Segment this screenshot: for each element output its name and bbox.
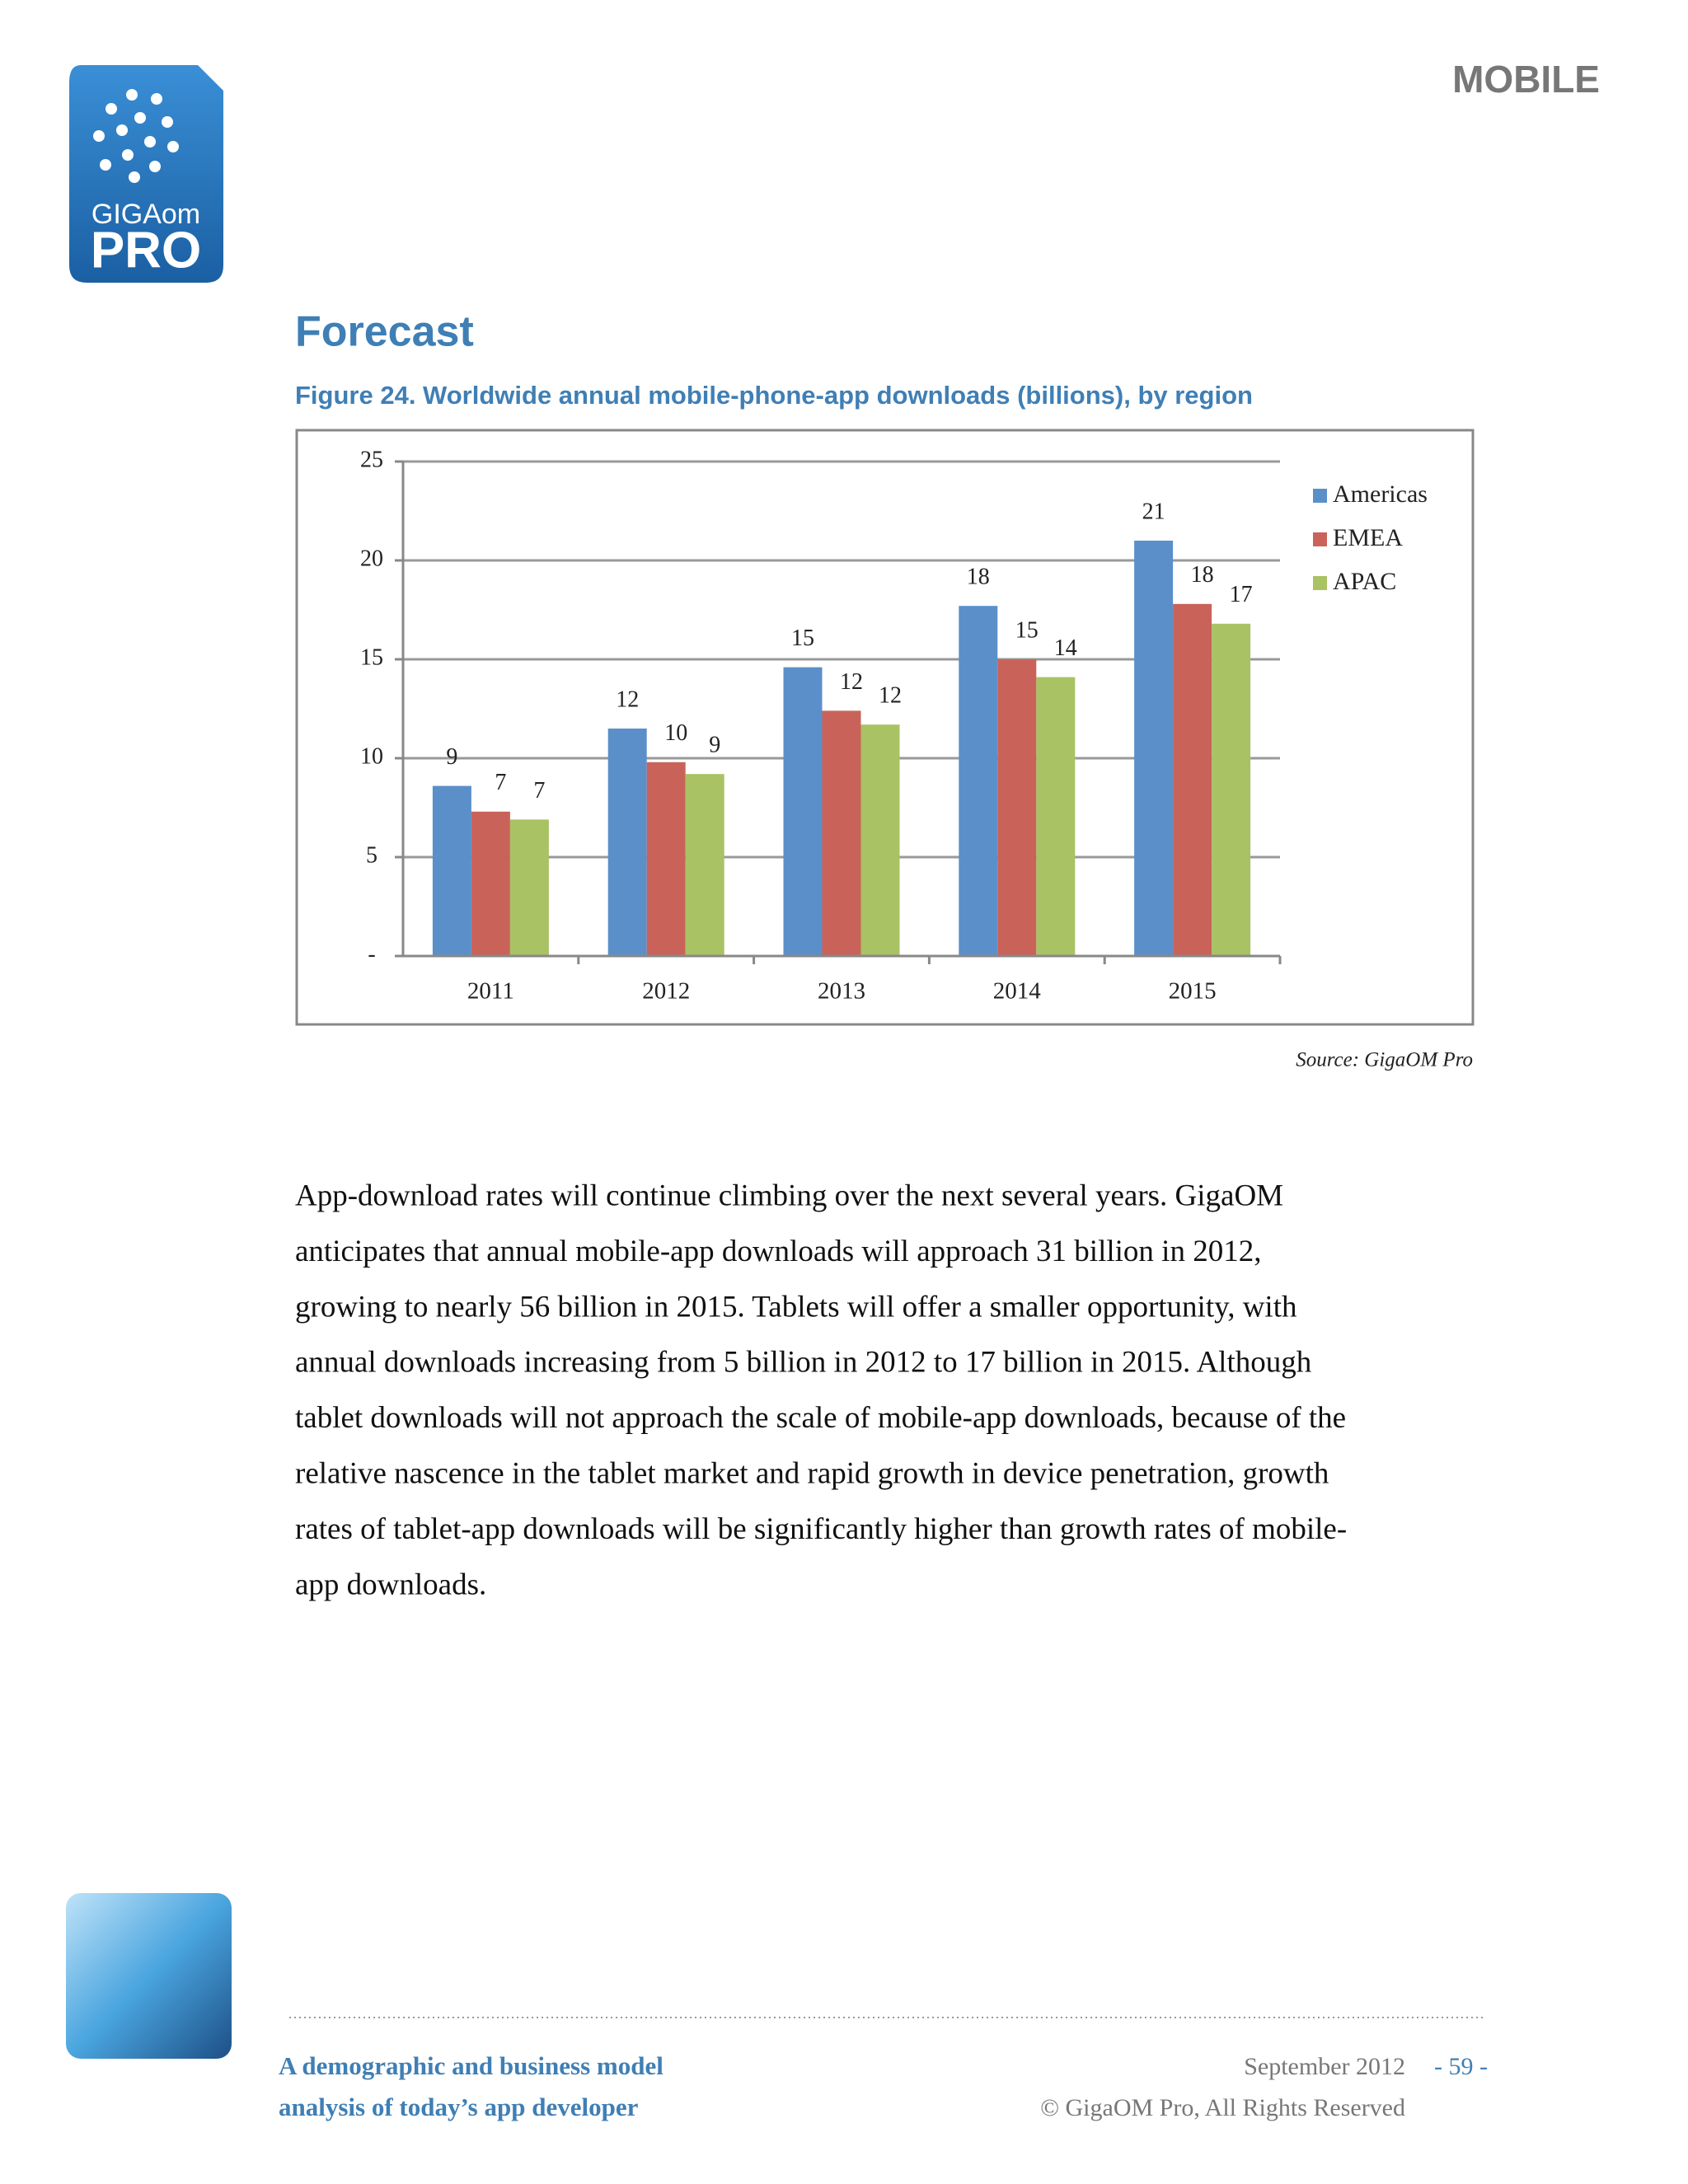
logo-top: GIGAom	[91, 199, 200, 230]
paragraph-line: anticipates that annual mobile-app downl…	[295, 1235, 1261, 1268]
x-tick-label: 2014	[993, 978, 1042, 1005]
logo: GIGAom PRO	[69, 65, 223, 283]
footer-title: A demographic and business model	[279, 2051, 663, 2080]
data-label: 7	[533, 778, 545, 804]
paragraph-line: tablet downloads will not approach the s…	[295, 1401, 1346, 1435]
x-tick-label: 2015	[1169, 978, 1217, 1005]
footer-title: analysis of today’s app developer	[279, 2093, 639, 2121]
data-label: 9	[446, 744, 457, 770]
legend-label: Americas	[1333, 480, 1428, 508]
data-label: 15	[1015, 617, 1039, 643]
copyright: © GigaOM Pro, All Rights Reserved	[1040, 2094, 1405, 2121]
footer-image	[66, 1893, 232, 2059]
bar	[783, 667, 823, 956]
data-label: 21	[1142, 499, 1165, 524]
logo-bottom: PRO	[91, 222, 201, 279]
logo-dots	[93, 89, 179, 183]
figure-caption: Figure 24. Worldwide annual mobile-phone…	[295, 381, 1253, 410]
data-label: 12	[840, 669, 863, 695]
legend-swatch	[1313, 532, 1327, 546]
section-label: MOBILE	[1452, 58, 1600, 101]
data-label: 15	[791, 626, 814, 651]
x-tick-label: 2013	[818, 978, 865, 1005]
bar	[1036, 677, 1076, 956]
footer-date: September 2012	[1244, 2053, 1405, 2080]
bar	[997, 659, 1037, 956]
paragraph-line: annual downloads increasing from 5 billi…	[295, 1346, 1312, 1380]
bar	[959, 606, 998, 956]
y-tick-label: 15	[360, 644, 383, 670]
legend-swatch	[1313, 576, 1327, 590]
paragraph-line: growing to nearly 56 billion in 2015. Ta…	[295, 1290, 1297, 1324]
bar	[1173, 603, 1212, 956]
bar	[509, 819, 549, 956]
data-label: 17	[1230, 582, 1253, 607]
data-label: 9	[709, 733, 720, 758]
bar	[685, 774, 724, 956]
data-label: 18	[1191, 562, 1214, 588]
bar	[1134, 541, 1174, 956]
y-tick-label: 10	[360, 743, 383, 769]
paragraph-line: rates of tablet-app downloads will be si…	[295, 1512, 1347, 1546]
data-label: 7	[495, 770, 506, 795]
data-label: 12	[879, 683, 902, 709]
bar	[822, 710, 861, 956]
y-tick-label: 25	[360, 447, 383, 472]
y-tick-label: -	[368, 941, 375, 967]
page-number: - 59 -	[1434, 2053, 1488, 2080]
bar	[607, 729, 647, 956]
source: Source: GigaOM Pro	[1296, 1049, 1473, 1071]
y-tick-label: 5	[366, 842, 377, 868]
paragraph: App-download rates will continue climbin…	[295, 1179, 1347, 1601]
data-label: 18	[967, 565, 990, 590]
heading: Forecast	[295, 308, 474, 356]
paragraph-line: app downloads.	[295, 1568, 486, 1601]
x-tick-label: 2012	[642, 978, 690, 1005]
legend-label: EMEA	[1333, 524, 1403, 551]
logo-bg	[69, 65, 223, 283]
paragraph-line: App-download rates will continue climbin…	[295, 1179, 1283, 1212]
bar	[1212, 623, 1251, 956]
bar	[432, 785, 471, 956]
bar	[471, 811, 510, 956]
legend-swatch	[1313, 489, 1327, 503]
chart: - 5 10 15 20 25 2011 9 7 7 2012 12 10 9 2013 15 12 12 2014…	[360, 447, 1428, 1004]
legend-label: APAC	[1333, 568, 1396, 595]
bar	[860, 724, 900, 956]
bar	[646, 762, 686, 956]
data-label: 12	[616, 687, 639, 712]
y-tick-label: 20	[360, 546, 383, 571]
x-tick-label: 2011	[467, 978, 514, 1005]
data-label: 14	[1054, 635, 1077, 661]
paragraph-line: relative nascence in the tablet market a…	[295, 1456, 1329, 1490]
data-label: 10	[664, 720, 687, 746]
